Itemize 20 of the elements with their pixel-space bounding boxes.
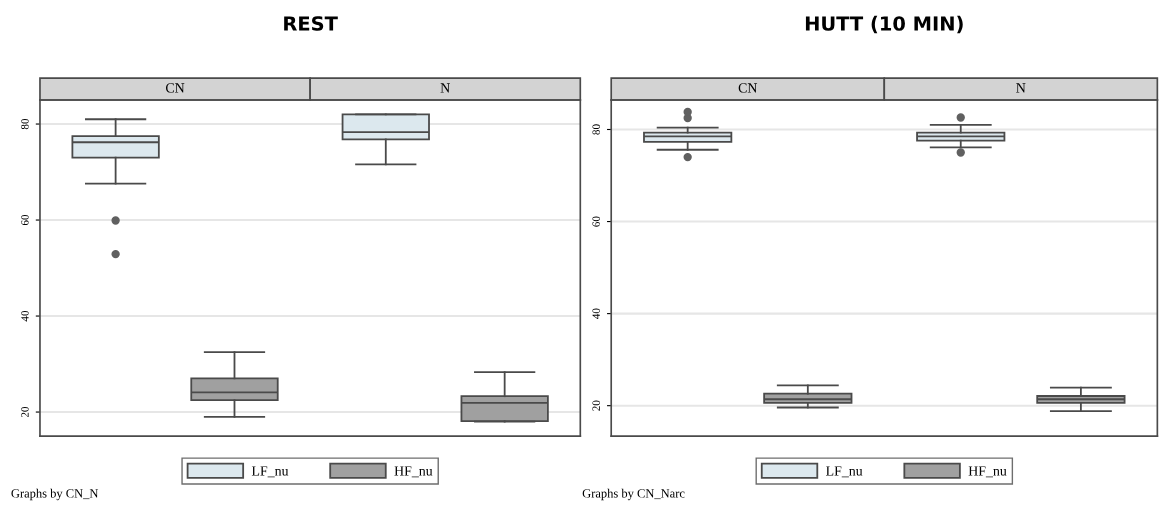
y-tick-label: 20: [21, 406, 29, 418]
y-tick-label: 40: [592, 308, 600, 319]
text: Graphs by CN_Narc: [582, 488, 685, 501]
x-tick-label: CN: [165, 83, 185, 93]
legend-label: HF_nu: [968, 466, 1007, 478]
y-tick-label: 80: [592, 124, 600, 135]
y-tick-label: 80: [21, 118, 29, 130]
y-tick-label: 40: [21, 310, 29, 322]
x-tick-label: N: [440, 83, 450, 93]
legend-label: LF_nu: [251, 466, 289, 478]
y-tick-label: 20: [592, 400, 600, 411]
x-tick-label: N: [1016, 83, 1026, 93]
x-tick-label: CN: [738, 83, 758, 93]
legend-label: LF_nu: [826, 466, 863, 478]
y-tick-label: 60: [21, 214, 29, 226]
y-tick-label: 60: [592, 216, 600, 227]
text: Graphs by CN_N: [11, 488, 99, 501]
legend-label: HF_nu: [394, 466, 433, 478]
chart-title: HUTT (10 MIN): [805, 15, 963, 34]
chart-title: REST: [284, 16, 338, 31]
